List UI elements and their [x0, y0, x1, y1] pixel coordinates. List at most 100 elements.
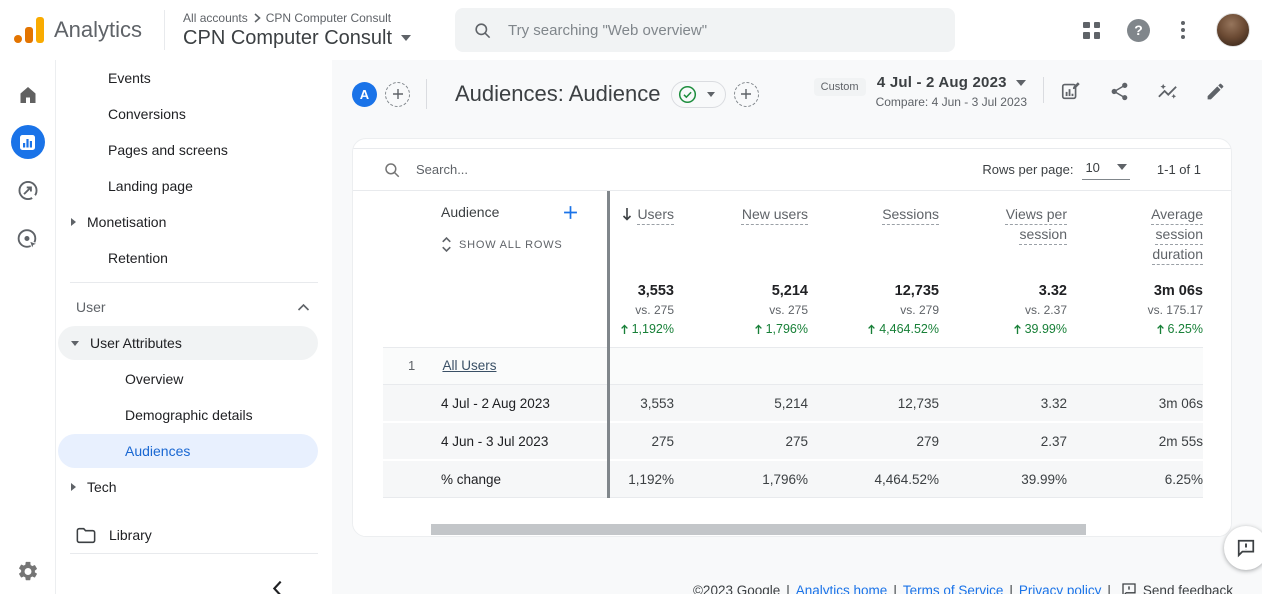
topbar-actions: ?: [1083, 0, 1262, 60]
table-totals-row: 3,553 vs. 275 1,192% 5,214 vs. 275 1,796…: [383, 271, 1203, 348]
sidebar-item-monetisation[interactable]: Monetisation: [56, 204, 332, 240]
breadcrumb-account[interactable]: CPN Computer Consult: [265, 10, 392, 25]
column-header-views-per-session[interactable]: Views per session: [1005, 206, 1067, 242]
up-arrow-icon: [1013, 324, 1021, 334]
column-header-users[interactable]: Users: [608, 204, 674, 271]
up-arrow-icon: [1156, 324, 1164, 334]
expand-arrow-icon: [71, 218, 76, 226]
page-title: Audiences: Audience: [455, 81, 661, 106]
divider: [1043, 77, 1044, 103]
column-resize-divider[interactable]: [607, 191, 610, 498]
page-footer: ©2023 Google | Analytics home | Terms of…: [664, 582, 1262, 594]
main-content: A Audiences: Audience Custom 4: [332, 60, 1262, 594]
collapse-sidenav-button[interactable]: [264, 575, 290, 594]
horizontal-scrollbar: [353, 523, 1231, 536]
plus-icon: [392, 89, 403, 99]
terms-of-service-link[interactable]: Terms of Service: [902, 582, 1004, 594]
admin-gear-icon[interactable]: [16, 560, 39, 583]
pagination-status: 1-1 of 1: [1156, 162, 1201, 177]
date-mode-chip: Custom: [813, 78, 866, 96]
chevron-down-icon: [401, 35, 412, 41]
user-avatar[interactable]: [1216, 13, 1250, 47]
expand-arrow-icon: [71, 483, 76, 491]
sidebar-item-overview[interactable]: Overview: [125, 371, 184, 387]
apps-grid-icon[interactable]: [1083, 21, 1100, 39]
table-row: 1 All Users: [383, 348, 1203, 385]
feedback-fab[interactable]: [1224, 526, 1262, 570]
totals-avg-session-duration: 3m 06s vs. 175.17 6.25%: [1147, 283, 1203, 336]
divider: [164, 10, 166, 50]
sidebar-section-user[interactable]: User: [56, 289, 332, 325]
add-report-tab-button[interactable]: [733, 81, 759, 107]
insights-icon[interactable]: [1150, 74, 1184, 108]
advertising-nav-icon[interactable]: [15, 227, 40, 252]
send-feedback-link[interactable]: Send feedback: [1121, 582, 1233, 594]
add-comparison-button[interactable]: [385, 81, 410, 107]
breadcrumb-all-accounts[interactable]: All accounts: [183, 10, 248, 25]
chat-feedback-icon: [1237, 539, 1255, 558]
sidebar-item-library[interactable]: Library: [56, 517, 332, 553]
table-search-input[interactable]: [414, 161, 714, 178]
table-row-previous-period: 4 Jun - 3 Jul 2023 275 275 279 2.37 2m 5…: [383, 423, 1203, 461]
sidebar-item-user-attributes[interactable]: User Attributes: [58, 326, 318, 360]
add-dimension-icon[interactable]: [563, 205, 578, 220]
chevron-down-icon: [1116, 164, 1127, 170]
global-search-input[interactable]: [506, 20, 937, 40]
sidebar-item-landing-page[interactable]: Landing page: [108, 178, 193, 194]
column-header-sessions[interactable]: Sessions: [882, 206, 939, 222]
folder-icon: [76, 527, 96, 543]
report-status-dropdown[interactable]: [670, 80, 726, 108]
home-icon[interactable]: [16, 83, 40, 107]
chevron-down-icon: [1015, 79, 1026, 86]
chevron-right-icon: [254, 12, 261, 23]
search-icon: [385, 162, 400, 177]
nav-rail: [0, 60, 55, 594]
totals-new-users: 5,214 vs. 275 1,796%: [674, 283, 808, 337]
plus-icon: [741, 89, 751, 99]
sidebar-item-conversions[interactable]: Conversions: [108, 106, 186, 122]
report-header: A Audiences: Audience Custom 4: [352, 70, 1232, 126]
totals-sessions: 12,735 vs. 279 4,464.52%: [808, 283, 939, 337]
analytics-home-link[interactable]: Analytics home: [795, 582, 888, 594]
show-all-rows-button[interactable]: SHOW ALL ROWS: [441, 237, 578, 252]
edit-icon[interactable]: [1198, 74, 1232, 108]
sidebar-item-retention[interactable]: Retention: [108, 250, 168, 266]
rows-per-page-select[interactable]: 10: [1082, 160, 1130, 180]
date-range-picker[interactable]: 4 Jul - 2 Aug 2023: [877, 74, 1026, 91]
sidebar-item-audiences-selected[interactable]: Audiences: [58, 434, 318, 468]
search-icon: [475, 22, 491, 38]
divider: [70, 553, 318, 554]
analytics-logo-icon[interactable]: [14, 17, 44, 43]
date-range-block: 4 Jul - 2 Aug 2023 Compare: 4 Jun - 3 Ju…: [876, 74, 1027, 109]
customize-report-icon[interactable]: [1054, 74, 1088, 108]
column-header-new-users[interactable]: New users: [741, 206, 808, 222]
audience-link-all-users[interactable]: All Users: [442, 358, 497, 373]
table-row-current-period: 4 Jul - 2 Aug 2023 3,553 5,214 12,735 3.…: [383, 385, 1203, 423]
privacy-policy-link[interactable]: Privacy policy: [1018, 582, 1102, 594]
sort-descending-icon: [623, 208, 632, 221]
horizontal-scrollbar-thumb[interactable]: [431, 524, 1086, 535]
sidebar-item-tech[interactable]: Tech: [56, 469, 332, 505]
sidebar-item-events[interactable]: Events: [108, 70, 151, 86]
table-toolbar: Rows per page: 10 1-1 of 1: [353, 148, 1231, 191]
reports-nav-icon[interactable]: [10, 125, 45, 159]
account-selector[interactable]: CPN Computer Consult: [183, 27, 412, 50]
table-header-row: Audience SHOW ALL ROWS Users: [383, 191, 1203, 271]
share-icon[interactable]: [1102, 74, 1136, 108]
collapse-arrow-icon: [71, 340, 79, 346]
more-options-icon[interactable]: [1177, 17, 1189, 43]
sidebar-item-demographic-details[interactable]: Demographic details: [125, 407, 253, 423]
column-header-audience[interactable]: Audience: [441, 204, 500, 220]
divider: [426, 79, 427, 109]
reports-side-nav: Events Conversions Pages and screens Lan…: [55, 60, 332, 594]
workspace-badge[interactable]: A: [352, 81, 377, 107]
global-search[interactable]: [455, 8, 955, 52]
column-header-avg-session-duration[interactable]: Average session duration: [1151, 206, 1203, 262]
explore-nav-icon[interactable]: [15, 178, 40, 203]
report-table-card: Rows per page: 10 1-1 of 1 Audience: [352, 138, 1232, 537]
sidebar-item-pages-and-screens[interactable]: Pages and screens: [108, 142, 228, 158]
data-table: Audience SHOW ALL ROWS Users: [383, 191, 1203, 498]
help-icon[interactable]: ?: [1127, 18, 1150, 42]
compare-range-label: Compare: 4 Jun - 3 Jul 2023: [875, 95, 1027, 109]
